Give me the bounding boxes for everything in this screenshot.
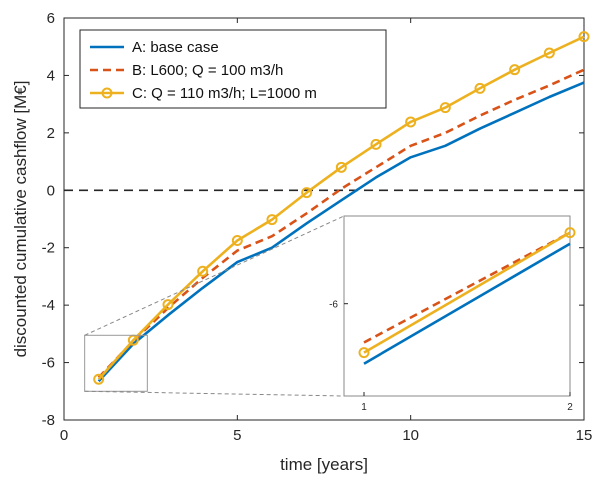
series-c-point: [301, 187, 313, 199]
series-c-point: [543, 47, 555, 59]
series-c-point: [474, 82, 486, 94]
y-tick-label: 0: [47, 182, 55, 199]
series-c-point: [509, 64, 521, 76]
legend-label-c: C: Q = 110 m3/h; L=1000 m: [132, 85, 317, 102]
series-c-point: [231, 235, 243, 247]
series-line-a: [97, 81, 585, 383]
series-c-point: [266, 214, 278, 226]
y-axis-label: discounted cumulative cashflow [M€]: [11, 81, 30, 358]
legend-label-a: A: base case: [132, 39, 219, 56]
inset-plot-area: [343, 215, 571, 397]
x-tick-label: 0: [60, 427, 68, 444]
y-tick-label: -2: [42, 240, 55, 257]
legend-label-b: B: L600; Q = 100 m3/h: [132, 62, 283, 79]
series-c-point: [197, 265, 209, 277]
y-tick-label: 2: [47, 125, 55, 142]
inset-series-c-point: [564, 227, 576, 239]
inset-x-tick-label: 1: [361, 402, 367, 413]
y-tick-label: 6: [47, 10, 55, 27]
inset-series-line-c: [363, 231, 571, 354]
y-tick-label: 4: [47, 67, 55, 84]
series-c-point: [162, 299, 174, 311]
series-line-c: [97, 35, 585, 381]
series-c-point: [335, 161, 347, 173]
legend-box: [79, 29, 387, 109]
inset-series-line-a: [363, 242, 571, 365]
inset-x-tick-label: 2: [567, 402, 573, 413]
y-tick-label: -6: [42, 355, 55, 372]
series-c-point: [405, 116, 417, 128]
series-c-point: [93, 373, 105, 385]
series-c-point: [439, 102, 451, 114]
x-tick-label: 10: [402, 427, 419, 444]
zoom-region-box: [84, 334, 148, 392]
legend-marker-c: [101, 87, 113, 99]
zoom-guide-line: [84, 215, 345, 336]
x-axis-label: time [years]: [280, 455, 368, 474]
x-tick-label: 15: [576, 427, 592, 444]
x-tick-label: 5: [233, 427, 241, 444]
series-c-point: [578, 31, 590, 43]
y-tick-label: -8: [42, 412, 55, 429]
zoom-guide-line: [84, 390, 345, 397]
y-tick-label: -4: [42, 297, 55, 314]
series-c-point: [370, 138, 382, 150]
inset-y-tick-label: -6: [329, 300, 338, 311]
inset-series-c-point: [358, 347, 370, 359]
